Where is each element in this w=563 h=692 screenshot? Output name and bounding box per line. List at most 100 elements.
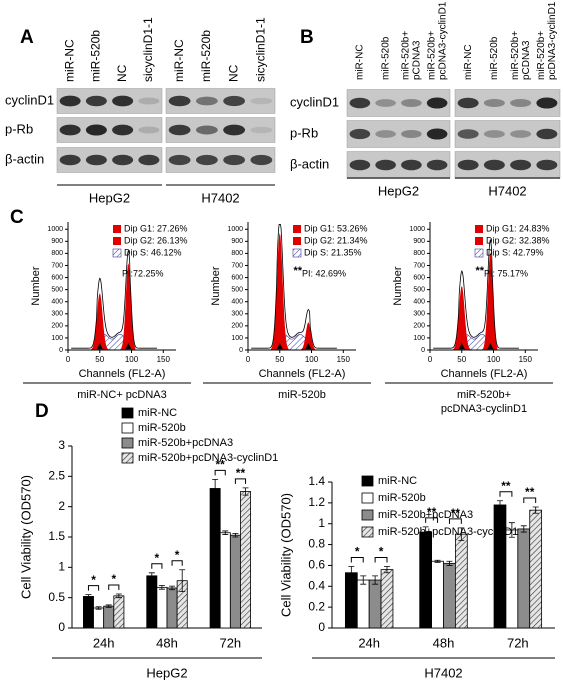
error-bar [158,585,165,590]
x-tick-label: 48h [433,635,455,650]
blot-band [168,154,191,166]
lane-label: miR-NC [355,44,366,80]
blot-band [401,129,422,139]
blot-band [457,159,479,171]
pi-label: PI:72.25% [122,268,164,278]
significance: ** [216,458,226,472]
lane-label: miR-520b [89,30,103,82]
group-label: HepG2 [146,665,187,680]
y-tick-label: 800 [231,250,243,257]
significance: * [355,545,360,559]
blot-band [483,130,505,138]
blot-band [375,159,396,171]
legend-text: Dip G1: 53.26% [304,223,368,233]
blot-band [426,159,448,171]
significance: ** [525,485,535,499]
significance-bracket [171,560,183,566]
cell-line-label: H7402 [201,190,239,205]
y-tick-label: 0 [318,620,325,634]
error-bar [496,500,503,510]
legend-text: miR-520b [378,492,426,504]
error-bar [232,532,239,538]
bar [83,596,94,629]
legend-text: miR-520b+pcDNA3 [138,437,233,449]
legend-text: miR-NC [378,475,417,487]
g2-peak [301,322,316,350]
significance-bracket [108,584,120,591]
group-label: H7402 [424,665,462,680]
error-bar [95,606,102,610]
lane-label: miR-NC [463,44,474,80]
blot-band [483,159,505,171]
blot-band [426,97,448,109]
legend-swatch [361,475,374,487]
legend-swatch [121,437,134,449]
y-tick-label: 1 [58,560,65,574]
g1-peak [452,286,471,350]
significance: * [155,551,160,565]
y-tick-label: 300 [51,311,63,318]
legend-swatch [361,492,374,504]
legend-text: miR-520b+pcDNA3-cyclinD1 [378,526,518,538]
legend-text: Dip G1: 24.83% [486,223,550,233]
legend-swatch [121,407,134,419]
blot-band [349,159,371,171]
y-tick-label: 0.2 [308,599,325,613]
y-tick-label: 900 [51,238,63,245]
x-tick-label: 100 [125,355,139,364]
error-bar [532,506,539,514]
legend-text: miR-520b [138,422,186,434]
histogram-line [251,224,337,349]
y-tick-label: 400 [51,299,63,306]
significance: ** [293,265,302,277]
lane-label: miR-520b [489,36,500,80]
legend-text: Dip S: 46.12% [124,247,182,257]
y-tick-label: 1000 [227,226,243,233]
error-bar [446,560,453,566]
protein-label: p-Rb [290,125,318,140]
y-axis-label: Number [392,266,404,305]
cell-line-label: HepG2 [378,183,419,198]
blot-band [510,98,532,108]
blot-band [138,154,160,166]
x-tick-label: 72h [507,635,529,650]
significance: * [175,548,180,562]
caption: miR-520b+ [457,389,511,401]
x-tick-label: 100 [487,355,501,364]
x-tick-label: 24h [93,635,115,650]
error-bar [434,559,441,563]
error-bar [360,575,367,585]
legend-swatch [474,248,484,258]
y-tick-label: 3 [58,438,65,452]
error-bar [458,527,465,541]
significance: ** [236,466,246,480]
blot-band [536,97,558,109]
significance-bracket [350,556,364,563]
x-tick-label: 24h [358,635,380,650]
protein-label: β-actin [5,151,44,166]
legend-text: miR-520b+pcDNA3 [378,509,473,521]
blot-band [426,128,448,140]
protein-label: cyclinD1 [5,92,54,107]
blot-band [375,130,396,138]
legend-swatch [361,526,374,538]
blot-band [457,97,479,109]
blot-band [168,95,191,107]
bar [209,488,221,629]
lane-label: pcDNA3-cyclinD1 [547,1,558,80]
significance: * [91,573,96,587]
x-tick-label: 48h [156,635,178,650]
bar [93,607,105,629]
significance: * [111,572,116,586]
significance-bracket [374,556,388,563]
y-tick-label: 1.2 [308,495,325,509]
blot-band [112,95,134,107]
peak-marker [487,343,494,349]
bar [166,587,178,629]
panel-label: C [10,207,24,228]
blot-band [59,95,81,107]
lane-label: pCDNA3 [412,40,423,80]
legend-swatch [112,248,122,258]
blot-band [483,98,505,108]
bar [419,531,433,629]
